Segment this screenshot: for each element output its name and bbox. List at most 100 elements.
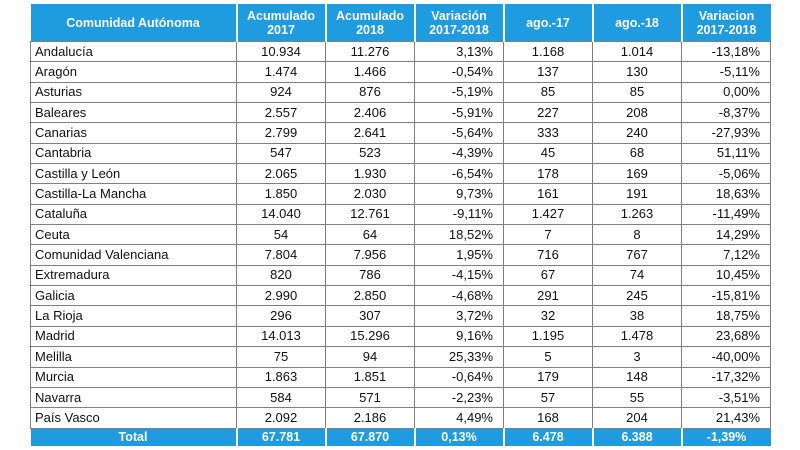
acumulado-2018-cell: 571 <box>325 386 415 409</box>
ago-18-cell: 767 <box>592 244 682 266</box>
ago-18-cell: 208 <box>592 102 682 124</box>
ago-18-cell: 1.014 <box>592 40 682 63</box>
table-row: Cantabria 547 523 -4,39% 45 68 51,11% <box>30 142 771 165</box>
variacion-acumulado-cell: -4,39% <box>414 142 504 165</box>
ago-17-cell: 333 <box>503 122 593 144</box>
variacion-acumulado-cell: -2,23% <box>414 386 504 409</box>
region-cell: Andalucía <box>30 40 237 63</box>
region-cell: Castilla-La Mancha <box>30 183 237 205</box>
variacion-acumulado-cell: 3,72% <box>414 305 504 327</box>
acumulado-2018-cell: 64 <box>325 224 415 246</box>
ago-17-cell: 7 <box>503 224 593 246</box>
col-header-label: ago.-18 <box>615 15 659 30</box>
statistics-table: Comunidad Autónoma Acumulado 2017 Acumula… <box>30 4 771 446</box>
ago-18-cell: 245 <box>592 285 682 307</box>
col-header-region: Comunidad Autónoma <box>30 4 238 42</box>
acumulado-2017-cell: 584 <box>236 386 326 409</box>
variacion-agosto-cell: -17,32% <box>681 366 771 388</box>
region-cell: Galicia <box>30 285 237 307</box>
ago-18-cell: 3 <box>592 346 682 368</box>
variacion-acumulado-cell: -9,11% <box>414 203 504 226</box>
region-cell: Navarra <box>30 386 237 409</box>
col-header-region-label: Comunidad Autónoma <box>66 15 200 30</box>
ago-18-cell: 68 <box>592 142 682 165</box>
col-header-acumulado-2018: Acumulado 2018 <box>325 4 416 42</box>
variacion-agosto-cell: -40,00% <box>681 346 771 368</box>
table-row: Andalucía 10.934 11.276 3,13% 1.168 1.014 -13,… <box>30 40 771 63</box>
acumulado-2017-cell: 2.092 <box>236 407 326 429</box>
acumulado-2017-cell: 2.557 <box>236 102 326 124</box>
table-row: Castilla y León 2.065 1.930 -6,54% 178 169 -5,… <box>30 163 771 185</box>
ago-17-cell: 161 <box>503 183 593 205</box>
variacion-agosto-cell: -3,51% <box>681 386 771 409</box>
col-header-ago-17: ago.-17 <box>503 4 594 42</box>
ago-18-cell: 130 <box>592 61 682 83</box>
acumulado-2018-cell: 15.296 <box>325 325 415 348</box>
variacion-acumulado-cell: 9,73% <box>414 183 504 205</box>
acumulado-2018-cell: 1.930 <box>325 163 415 185</box>
variacion-agosto-cell: 14,29% <box>681 224 771 246</box>
variacion-agosto-cell: -8,37% <box>681 102 771 124</box>
acumulado-2018-cell: 786 <box>325 264 415 287</box>
ago-17-cell: 67 <box>503 264 593 287</box>
acumulado-2017-cell: 1.850 <box>236 183 326 205</box>
acumulado-2017-cell: 924 <box>236 81 326 104</box>
region-cell: Castilla y León <box>30 163 237 185</box>
table-row: Extremadura 820 786 -4,15% 67 74 10,45% <box>30 264 771 287</box>
variacion-agosto-cell: 21,43% <box>681 407 771 429</box>
col-header-label: ago.-17 <box>526 15 570 30</box>
acumulado-2018-cell: 2.406 <box>325 102 415 124</box>
col-header-variacion-agosto: Variacion 2017-2018 <box>681 4 771 42</box>
region-cell: Aragón <box>30 61 237 83</box>
col-header-label-line1: Variación <box>431 8 487 23</box>
ago-17-cell: 5 <box>503 346 593 368</box>
acumulado-2017-cell: 14.040 <box>236 203 326 226</box>
acumulado-2017-cell: 1.474 <box>236 61 326 83</box>
variacion-agosto-cell: -5,11% <box>681 61 771 83</box>
acumulado-2018-cell: 523 <box>325 142 415 165</box>
header-row: Comunidad Autónoma Acumulado 2017 Acumula… <box>30 4 771 42</box>
acumulado-2018-cell: 94 <box>325 346 415 368</box>
table-row: Canarias 2.799 2.641 -5,64% 333 240 -27,93% <box>30 122 771 144</box>
ago-18-cell: 169 <box>592 163 682 185</box>
acumulado-2017-cell: 2.065 <box>236 163 326 185</box>
acumulado-2017-cell: 54 <box>236 224 326 246</box>
col-header-label-line2: 2018 <box>356 22 384 37</box>
acumulado-2017-cell: 296 <box>236 305 326 327</box>
variacion-acumulado-cell: -4,15% <box>414 264 504 287</box>
col-header-label-line1: Acumulado <box>246 8 316 23</box>
ago-17-cell: 168 <box>503 407 593 429</box>
region-cell: La Rioja <box>30 305 237 327</box>
ago-17-cell: 291 <box>503 285 593 307</box>
table-header: Comunidad Autónoma Acumulado 2017 Acumula… <box>30 4 771 42</box>
acumulado-2017-cell: 2.799 <box>236 122 326 144</box>
total-label: Total <box>30 428 238 446</box>
col-header-label-line2: 2017-2018 <box>696 22 757 37</box>
variacion-agosto-cell: 7,12% <box>681 244 771 266</box>
ago-17-cell: 45 <box>503 142 593 165</box>
acumulado-2018-cell: 307 <box>325 305 415 327</box>
col-header-label-line1: Variacion <box>698 8 755 23</box>
ago-18-cell: 38 <box>592 305 682 327</box>
acumulado-2018-cell: 1.851 <box>325 366 415 388</box>
acumulado-2017-cell: 1.863 <box>236 366 326 388</box>
table-row: Aragón 1.474 1.466 -0,54% 137 130 -5,11% <box>30 61 771 83</box>
col-header-label-line2: 2017-2018 <box>429 22 489 37</box>
variacion-acumulado-cell: -5,91% <box>414 102 504 124</box>
table-row: Navarra 584 571 -2,23% 57 55 -3,51% <box>30 386 771 409</box>
variacion-acumulado-cell: 4,49% <box>414 407 504 429</box>
col-header-label-line1: Acumulado <box>335 8 405 23</box>
acumulado-2017-cell: 2.990 <box>236 285 326 307</box>
variacion-acumulado-cell: 18,52% <box>414 224 504 246</box>
table-footer: Total 67.781 67.870 0,13% 6.478 6.388 -1,39% <box>30 428 771 446</box>
ago-18-cell: 148 <box>592 366 682 388</box>
variacion-acumulado-cell: 25,33% <box>414 346 504 368</box>
table-row: Ceuta 54 64 18,52% 7 8 14,29% <box>30 224 771 246</box>
variacion-agosto-cell: 51,11% <box>681 142 771 165</box>
total-ago-17: 6.478 <box>503 428 594 446</box>
table-row: Castilla-La Mancha 1.850 2.030 9,73% 161 191 1… <box>30 183 771 205</box>
col-header-variacion-acumulado: Variación 2017-2018 <box>414 4 505 42</box>
table-row: Madrid 14.013 15.296 9,16% 1.195 1.478 23,68% <box>30 325 771 348</box>
region-cell: Comunidad Valenciana <box>30 244 237 266</box>
acumulado-2018-cell: 2.641 <box>325 122 415 144</box>
